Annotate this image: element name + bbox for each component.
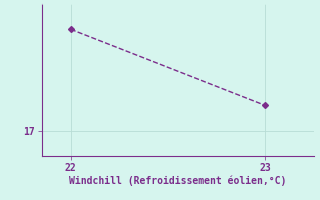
X-axis label: Windchill (Refroidissement éolien,°C): Windchill (Refroidissement éolien,°C) bbox=[69, 176, 286, 186]
